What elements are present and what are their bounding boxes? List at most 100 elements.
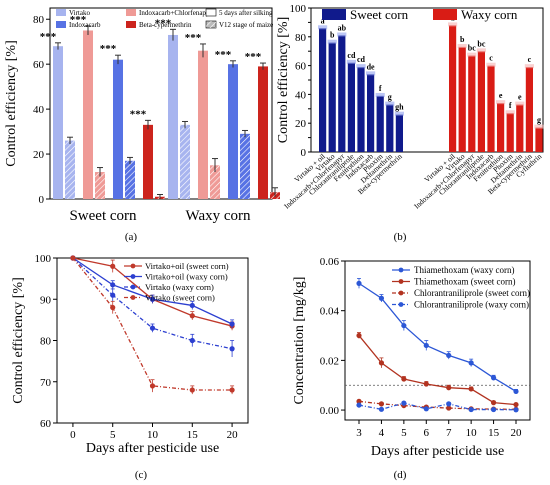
x-tick-label: 6 <box>424 427 430 439</box>
legend-marker <box>398 279 404 284</box>
y-tick-label: 0.04 <box>320 306 340 318</box>
bar-error-band <box>385 101 395 106</box>
y-tick-label: 20 <box>295 118 307 130</box>
bar-error-band <box>534 124 544 129</box>
data-point <box>468 406 474 413</box>
bar <box>347 62 355 152</box>
data-point <box>189 313 195 319</box>
y-axis-label: Control efficiency [%] <box>276 17 291 143</box>
legend-label: Indoxacarb+Chlorfenapyr <box>139 9 212 17</box>
bar-error-band <box>375 92 385 97</box>
significance-label: c <box>489 54 493 63</box>
legend-label: Chlorantraniliprole (sweet corn) <box>414 288 530 298</box>
legend-swatch <box>205 8 217 17</box>
significance-label: de <box>367 62 375 71</box>
legend-label: Sweet corn <box>350 7 409 22</box>
legend-label: Virtako+oil (waxy corn) <box>145 272 228 282</box>
bar <box>386 104 394 152</box>
bar-error-band <box>486 62 496 67</box>
data-point <box>378 360 385 366</box>
data-point <box>70 255 76 261</box>
data-point <box>513 401 519 408</box>
x-tick-label: 7 <box>446 427 452 439</box>
data-point <box>189 387 195 393</box>
bar <box>497 103 505 152</box>
data-point <box>378 295 385 301</box>
significance-label: *** <box>215 49 232 61</box>
bar-error-band <box>346 59 356 64</box>
data-point <box>189 302 195 309</box>
legend-marker <box>398 302 404 307</box>
series-line <box>72 257 233 350</box>
x-tick-label: 4 <box>379 427 385 439</box>
y-tick-label: 0.02 <box>320 355 339 367</box>
bar <box>449 25 457 153</box>
data-point <box>401 376 407 382</box>
panel-c: 60 70 80 90 100 0 5 10 15 20 Control efficiency [%… <box>11 253 249 456</box>
data-point <box>229 387 235 393</box>
data-point <box>468 360 474 366</box>
y-tick-label: 80 <box>40 336 52 348</box>
bar-error-band <box>366 71 376 76</box>
y-tick-label: 0.00 <box>320 405 340 417</box>
significance-label: *** <box>40 31 57 43</box>
plot-frame <box>344 260 531 421</box>
bar <box>367 74 375 152</box>
significance-label: cd <box>357 55 366 64</box>
legend-marker <box>398 290 404 296</box>
bar <box>535 127 543 152</box>
legend-label: Thiamethoxam (sweet corn) <box>414 277 515 287</box>
legend-marker <box>130 274 136 279</box>
data-point <box>513 407 519 413</box>
bar-error-band <box>496 100 506 105</box>
legend-marker <box>130 295 136 300</box>
data-point <box>423 342 429 349</box>
significance-label: g <box>388 93 392 102</box>
bar-hatch <box>180 124 190 199</box>
bar-error-band <box>476 48 486 53</box>
bar-hatch <box>65 140 75 199</box>
legend-swatch <box>126 21 136 28</box>
bar <box>477 51 485 153</box>
bar <box>258 66 268 200</box>
significance-label: bc <box>477 39 485 48</box>
series-line <box>72 257 233 391</box>
bar-error-band <box>337 32 347 37</box>
y-tick-label: 100 <box>290 3 307 15</box>
bar-hatch <box>210 165 220 199</box>
data-point <box>110 304 116 311</box>
legend-label: Virtako (sweet corn) <box>145 293 215 303</box>
panel-d-letter: (d) <box>394 469 407 481</box>
significance-label: e <box>518 93 522 102</box>
bar <box>458 46 466 152</box>
significance-label: *** <box>100 43 117 55</box>
significance-label: f <box>379 84 382 93</box>
significance-label: *** <box>130 108 147 120</box>
bar-error-band <box>515 101 525 106</box>
legend-label: Virtako <box>69 9 90 17</box>
bar <box>487 65 495 152</box>
legend-swatch-hatch <box>206 21 216 28</box>
legend-label: Waxy corn <box>461 7 518 22</box>
x-axis-label: Days after pesticide use <box>86 441 219 456</box>
panel-a-letter: (a) <box>125 231 138 243</box>
y-tick-label: 80 <box>295 32 307 44</box>
data-point <box>229 346 235 352</box>
y-axis-label: Concentration [mg/kg] <box>292 277 307 405</box>
data-point <box>490 400 497 406</box>
significance-label: gh <box>395 103 404 112</box>
significance-label: e <box>499 91 503 100</box>
group-label: Sweet corn <box>69 208 137 224</box>
data-point <box>356 398 362 404</box>
series-line <box>358 282 517 392</box>
data-point <box>423 406 429 412</box>
significance-label: bc <box>468 44 476 53</box>
x-tick-label: 3 <box>356 427 362 439</box>
significance-label: *** <box>155 17 172 29</box>
bar-error-band <box>467 52 477 57</box>
data-point <box>356 280 362 286</box>
panel-b-letter: (b) <box>394 231 407 243</box>
x-tick-label: 10 <box>466 427 478 439</box>
legend-marker <box>130 263 136 269</box>
